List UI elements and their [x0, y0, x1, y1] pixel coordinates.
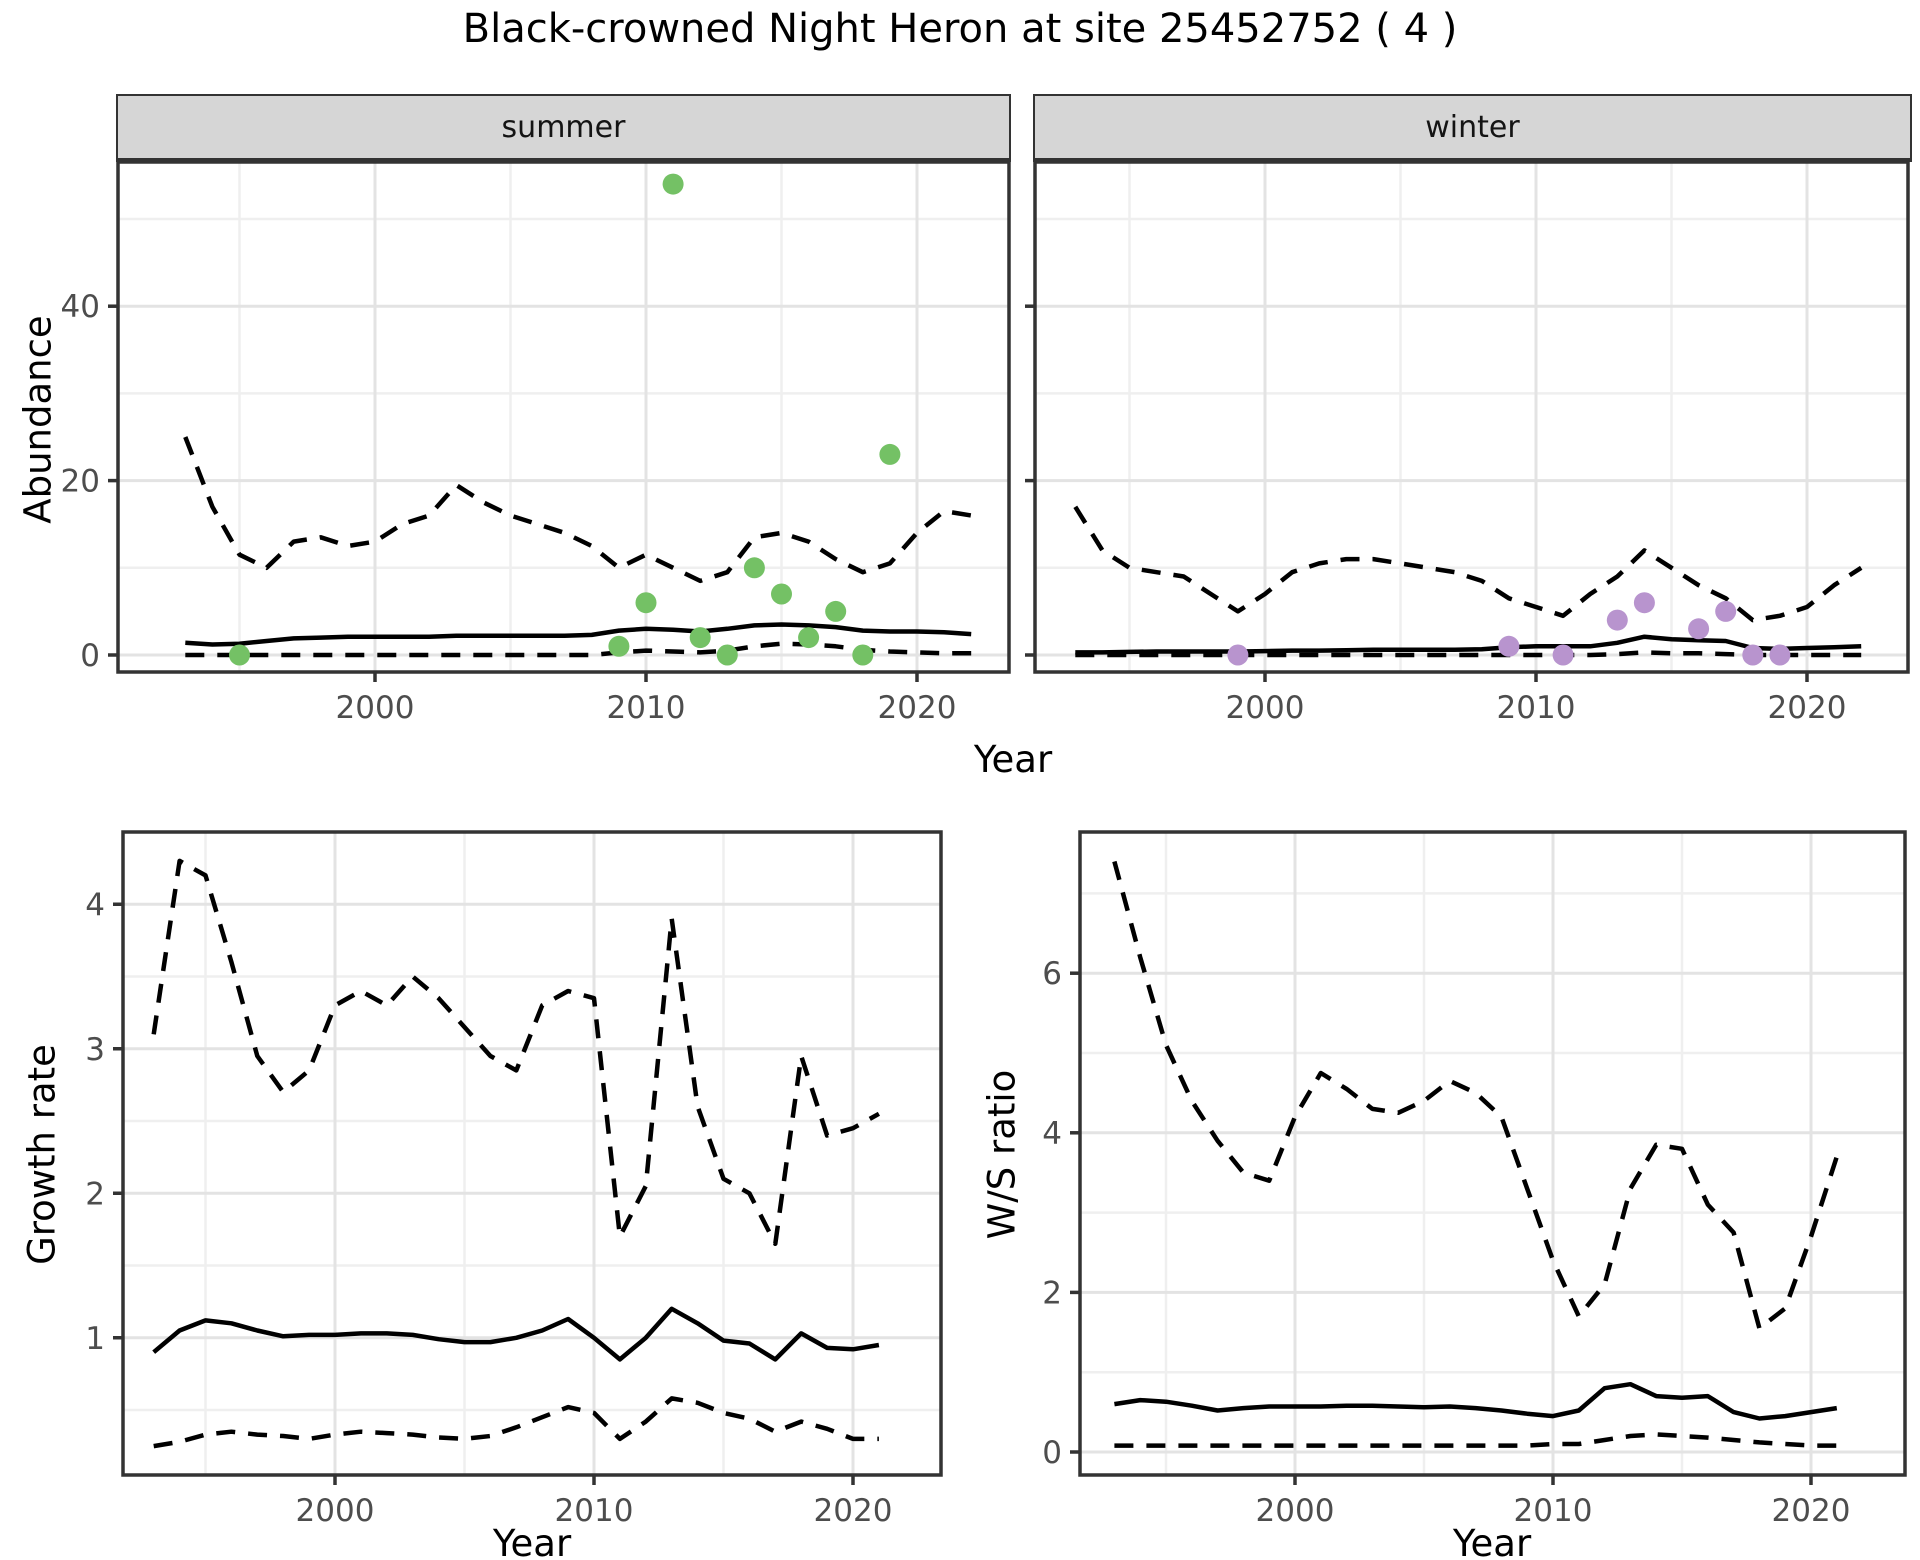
ws_ratio-median_solid	[1114, 1381, 1838, 1421]
y-tick-label: 4	[1042, 1116, 1062, 1152]
abundance_summer-observation-point	[825, 600, 847, 622]
x-axis-title-bottom-left: Year	[492, 1522, 572, 1560]
y-tick-label: 3	[85, 1032, 105, 1068]
x-tick-label: 2000	[336, 690, 415, 726]
x-tick-label: 2010	[555, 1493, 634, 1529]
abundance_winter-median_solid	[1075, 634, 1862, 655]
x-tick-label: 2020	[814, 1493, 893, 1529]
y-tick-label: 20	[61, 464, 100, 500]
x-tick-label: 2010	[1514, 1493, 1593, 1529]
y-tick-label: 2	[1042, 1275, 1062, 1311]
abundance_winter-ci_lower_dashed	[1075, 650, 1862, 658]
x-tick-label: 2000	[1226, 690, 1305, 726]
abundance_summer-observation-point	[689, 627, 711, 649]
growth_rate-panel-border	[121, 830, 943, 1477]
abundance_summer-observation-point	[798, 627, 820, 649]
growth_rate-ci_upper_dashed	[151, 858, 880, 1247]
y-tick-label: 6	[1042, 956, 1062, 992]
growth_rate-panel-bg	[123, 832, 941, 1475]
abundance_summer-panel-border	[116, 160, 1011, 674]
y-tick-label: 40	[61, 289, 100, 325]
abundance_winter-observation-point	[1498, 635, 1520, 657]
abundance_winter-panel-border	[1033, 160, 1910, 674]
facet-strip-summer: summer	[116, 94, 1011, 162]
abundance_winter-observation-point	[1715, 600, 1737, 622]
x-tick-label: 2020	[1772, 1493, 1851, 1529]
y-tick-label: 4	[85, 887, 105, 923]
y-axis-title-ws-ratio: W/S ratio	[980, 1069, 1024, 1240]
abundance_winter-observation-point	[1606, 609, 1628, 631]
abundance_summer-observation-point	[662, 173, 684, 195]
facet-strip-winter: winter	[1033, 94, 1912, 162]
y-tick-label: 1	[85, 1321, 105, 1357]
growth_rate-ci_lower_dashed	[153, 1396, 879, 1449]
abundance_winter-panel-bg	[1035, 162, 1908, 672]
abundance_summer-observation-point	[716, 644, 738, 666]
x-tick-label: 2010	[607, 690, 686, 726]
facet-strip-winter-label: winter	[1425, 109, 1520, 145]
y-tick-label: 2	[85, 1176, 105, 1212]
abundance_winter-observation-point	[1688, 618, 1710, 640]
growth_rate-median_solid	[152, 1306, 880, 1362]
ws_ratio-ci_lower_dashed	[1114, 1432, 1837, 1448]
abundance_summer-observation-point	[879, 443, 901, 465]
abundance_winter-observation-point	[1552, 644, 1574, 666]
abundance_summer-observation-point	[635, 592, 657, 614]
abundance_summer-median_solid	[185, 622, 972, 647]
chart-title: Black-crowned Night Heron at site 254527…	[462, 6, 1458, 52]
y-axis-title-growth-rate: Growth rate	[20, 1044, 64, 1265]
y-axis-title-abundance: Abundance	[16, 315, 60, 524]
x-tick-label: 2010	[1497, 690, 1576, 726]
x-axis-title-top: Year	[973, 738, 1053, 781]
abundance_summer-observation-point	[852, 644, 874, 666]
abundance_winter-observation-point	[1742, 644, 1764, 666]
ws_ratio-panel-bg	[1080, 832, 1905, 1475]
x-tick-label: 2020	[1768, 690, 1847, 726]
abundance_winter-observation-point	[1633, 592, 1655, 614]
ws_ratio-panel-border	[1078, 830, 1907, 1477]
ws_ratio-ci_upper_dashed	[1112, 860, 1839, 1331]
y-tick-label: 0	[1042, 1435, 1062, 1471]
x-tick-label: 2000	[1256, 1493, 1335, 1529]
abundance_winter-observation-point	[1227, 644, 1249, 666]
abundance_winter-observation-point	[1769, 644, 1791, 666]
abundance_summer-observation-point	[743, 557, 765, 579]
abundance_summer-observation-point	[229, 644, 250, 666]
x-axis-title-bottom-right: Year	[1452, 1522, 1532, 1560]
abundance_summer-observation-point	[771, 583, 792, 605]
x-tick-label: 2020	[878, 690, 957, 726]
y-tick-label: 0	[80, 638, 100, 674]
abundance_summer-observation-point	[608, 635, 630, 657]
facet-strip-summer-label: summer	[501, 109, 626, 145]
abundance_winter-ci_upper_dashed	[1073, 505, 1863, 623]
abundance_summer-ci_lower_dashed	[185, 641, 972, 658]
abundance_summer-ci_upper_dashed	[183, 436, 972, 584]
abundance_summer-panel-bg	[118, 162, 1009, 672]
x-tick-label: 2000	[296, 1493, 375, 1529]
